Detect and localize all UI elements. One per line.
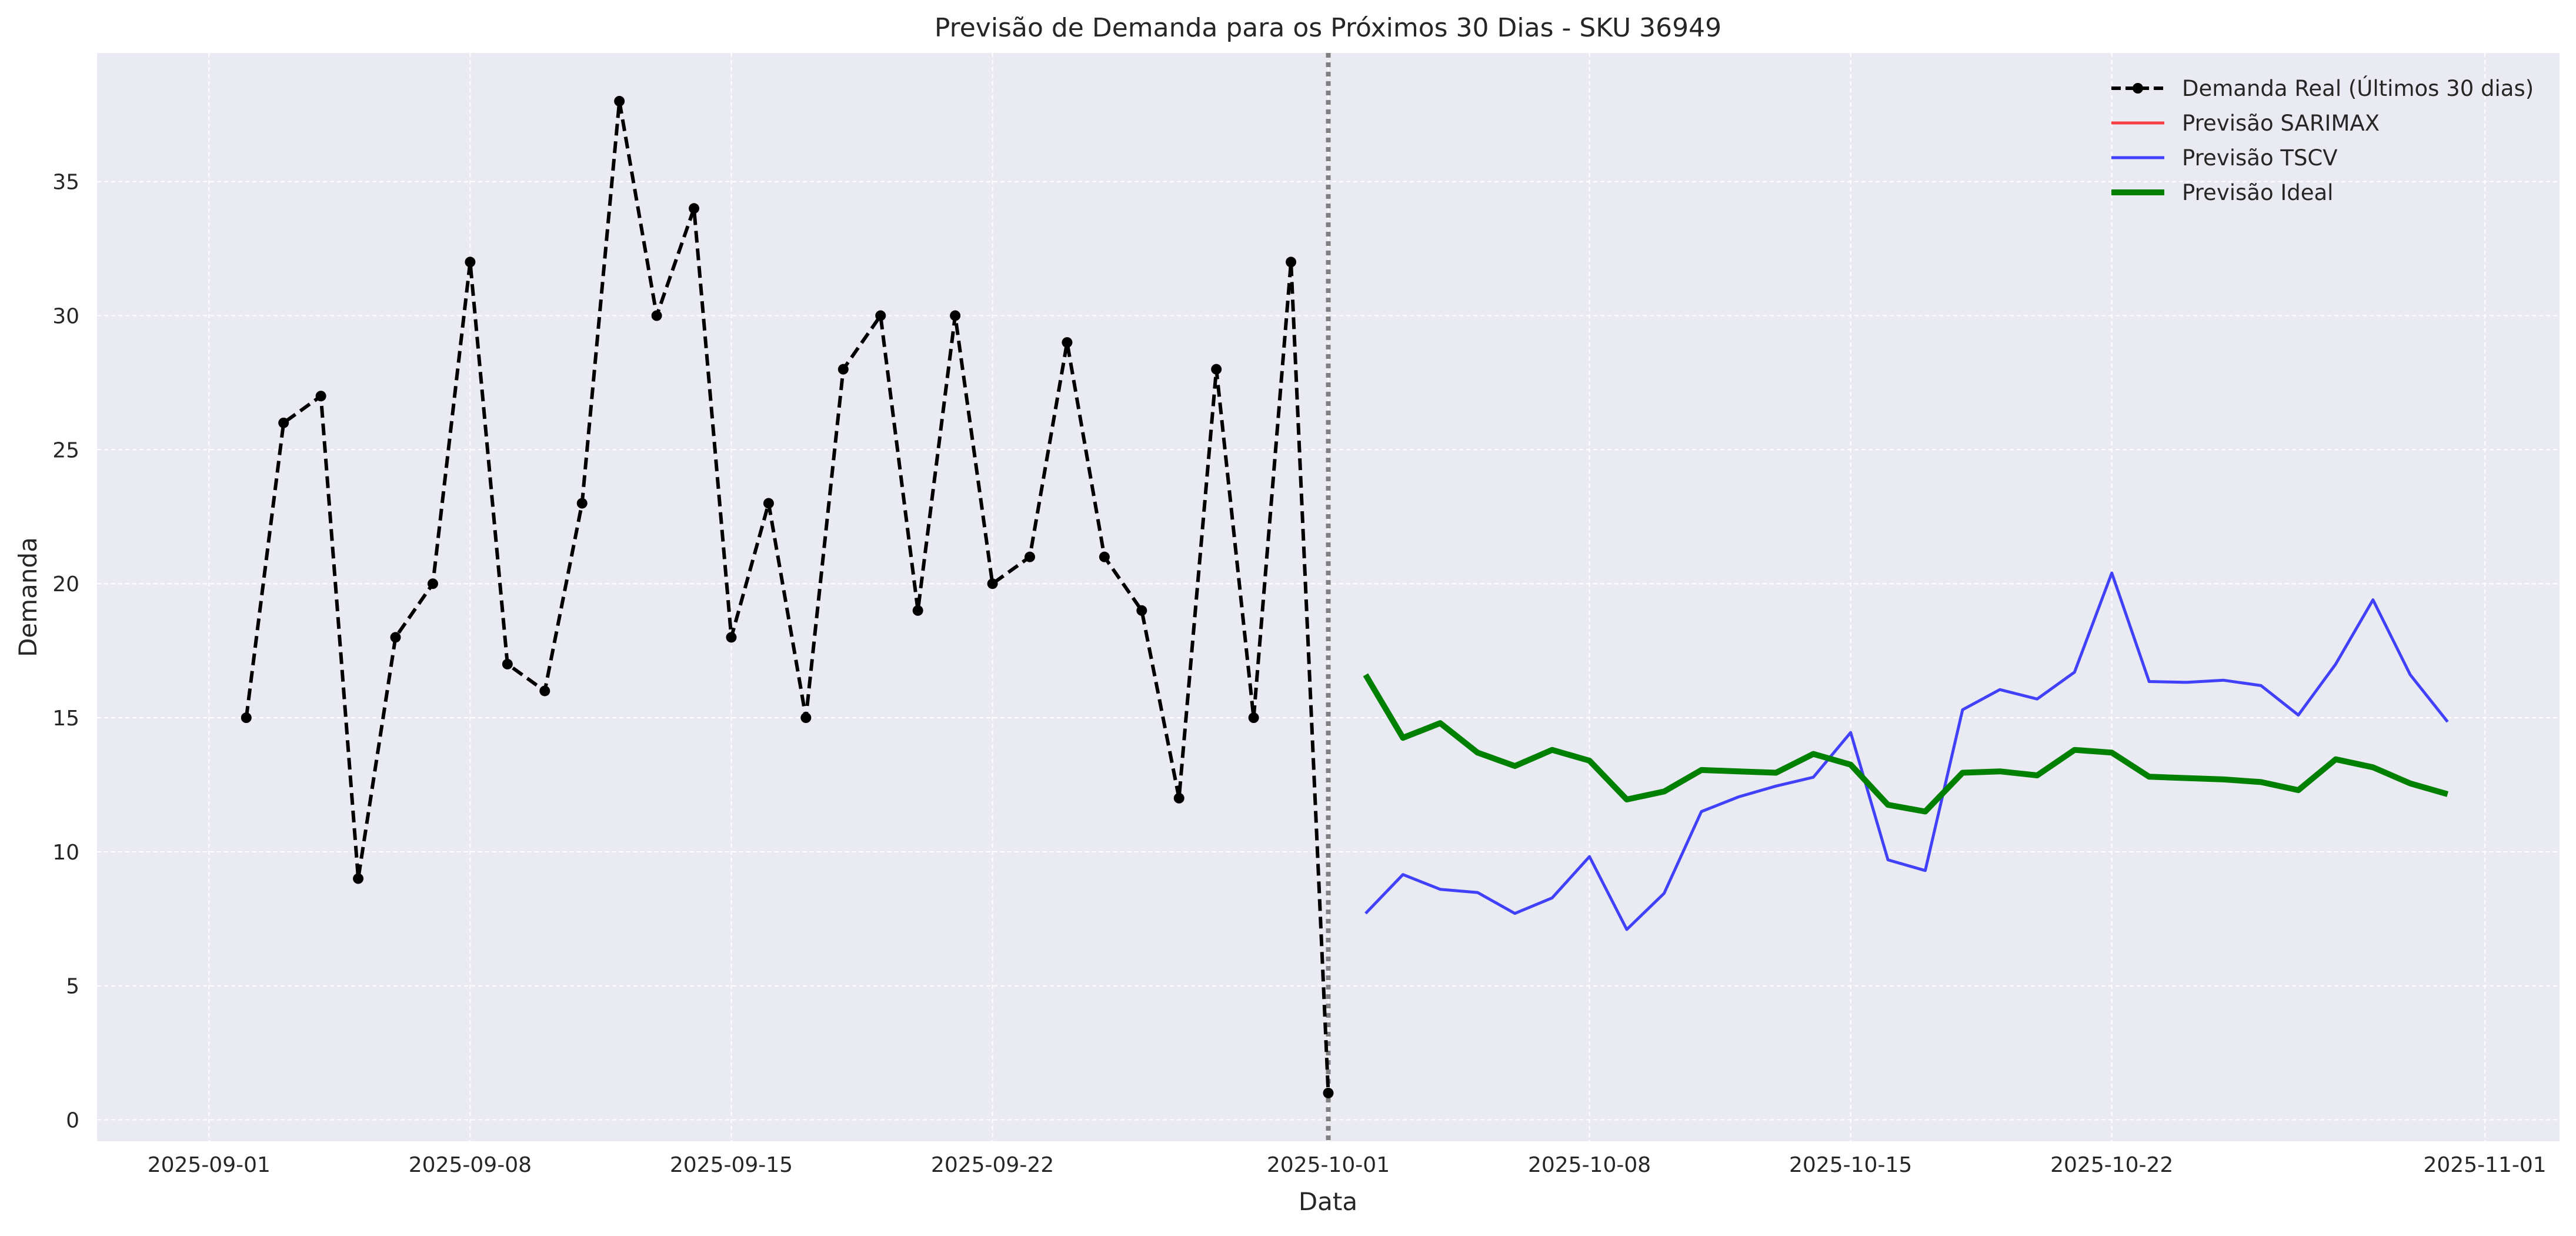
y-tick-label: 35 (52, 171, 79, 195)
x-tick-label: 2025-10-01 (1267, 1153, 1390, 1177)
actual-point (1173, 792, 1184, 804)
x-tick-label: 2025-11-01 (2424, 1153, 2547, 1177)
x-tick-label: 2025-10-15 (1789, 1153, 1912, 1177)
y-tick-label: 10 (52, 841, 79, 865)
y-tick-label: 25 (52, 438, 79, 462)
actual-point (651, 310, 662, 321)
actual-point (726, 632, 737, 643)
series-line-3 (1363, 673, 2449, 815)
actual-point (837, 364, 849, 375)
y-tick-label: 5 (66, 975, 79, 999)
legend-label: Previsão Ideal (2182, 180, 2333, 205)
actual-point (241, 712, 252, 724)
x-tick-label: 2025-10-22 (2050, 1153, 2173, 1177)
actual-point (614, 96, 625, 107)
series-layer (241, 96, 2449, 1098)
actual-point (278, 417, 289, 428)
actual-point (390, 632, 401, 643)
actual-point (576, 498, 588, 509)
actual-point (315, 391, 326, 402)
y-tick-label: 30 (52, 305, 79, 329)
actual-point (1323, 1087, 1334, 1098)
legend-label: Previsão TSCV (2182, 145, 2338, 171)
actual-point (502, 658, 513, 669)
x-tick-label: 2025-09-15 (670, 1153, 793, 1177)
y-tick-label: 15 (52, 707, 79, 731)
x-axis-label: Data (1299, 1187, 1357, 1216)
actual-point (950, 310, 961, 321)
x-tick-label: 2025-09-01 (148, 1153, 271, 1177)
actual-point (539, 685, 550, 697)
actual-point (1286, 256, 1297, 268)
y-tick-label: 20 (52, 572, 79, 597)
actual-point (875, 310, 886, 321)
actual-point (912, 605, 923, 616)
actual-point (1024, 551, 1035, 562)
actual-point (800, 712, 812, 724)
legend: Demanda Real (Últimos 30 dias) Previsão S… (2111, 75, 2534, 205)
y-axis-label: Demanda (14, 537, 42, 657)
actual-point (1099, 551, 1110, 562)
actual-point (353, 873, 364, 884)
actual-point (1062, 337, 1073, 348)
x-tick-label: 2025-09-08 (409, 1153, 532, 1177)
actual-point (1136, 605, 1147, 616)
actual-point (1211, 364, 1222, 375)
actual-point (689, 203, 700, 214)
actual-point (1248, 712, 1259, 724)
x-tick-label: 2025-10-08 (1528, 1153, 1651, 1177)
legend-label: Previsão SARIMAX (2182, 111, 2380, 136)
legend-marker (2133, 83, 2143, 94)
x-tick-label: 2025-09-22 (931, 1153, 1054, 1177)
actual-point (427, 578, 438, 589)
actual-point (987, 578, 998, 589)
y-tick-label: 0 (66, 1109, 79, 1133)
legend-label: Demanda Real (Últimos 30 dias) (2182, 75, 2534, 101)
tick-labels: 2025-09-01 2025-09-08 2025-09-15 2025-09-22… (52, 171, 2547, 1177)
actual-point (763, 498, 774, 509)
actual-point (465, 256, 476, 268)
series-line-2 (1364, 571, 2449, 931)
chart-title: Previsão de Demanda para os Próximos 30 … (935, 13, 1721, 43)
series-line-0 (244, 99, 1330, 1094)
